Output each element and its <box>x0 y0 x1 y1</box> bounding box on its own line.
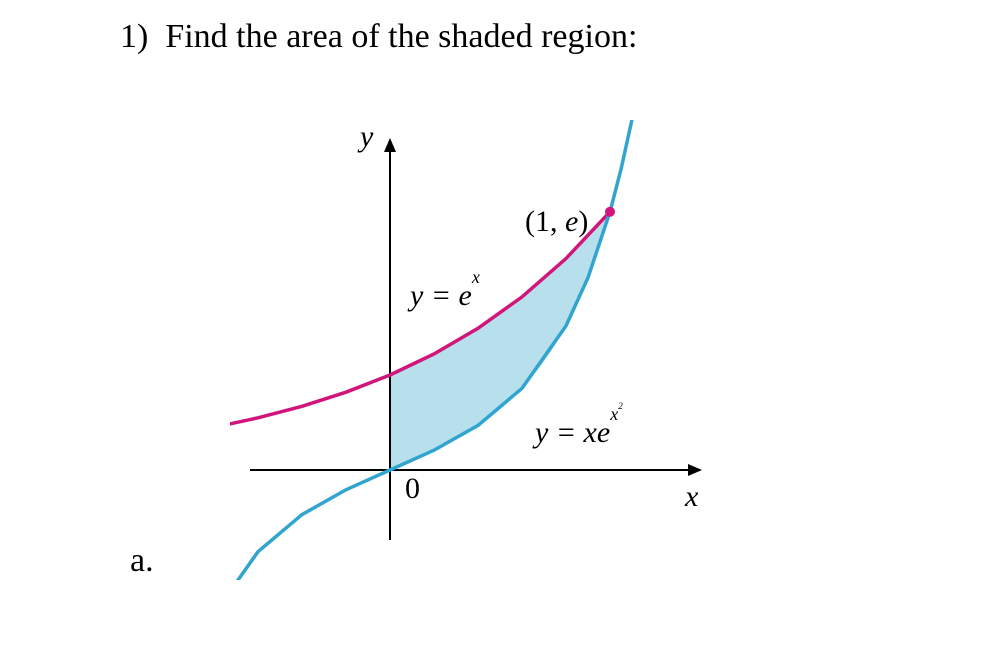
question-body: Find the area of the shaded region: <box>165 18 637 55</box>
origin-label: 0 <box>405 472 420 506</box>
question-number: 1) <box>120 18 148 55</box>
curve-2-equation-label: y = xex2 <box>535 415 623 450</box>
part-label: a. <box>130 542 154 580</box>
intersection-point-label: (1, e) <box>525 205 588 239</box>
y-axis-label: y <box>360 120 373 154</box>
x-axis-label: x <box>685 480 698 514</box>
chart-region: y x 0 (1, e) y = ex y = xex2 <box>230 120 730 580</box>
chart-svg <box>230 120 730 580</box>
curve-x-e-to-x-squared <box>230 120 632 580</box>
curve-1-equation-label: y = ex <box>410 278 480 313</box>
question-text: 1) Find the area of the shaded region: <box>120 18 637 56</box>
intersection-point <box>605 207 615 217</box>
